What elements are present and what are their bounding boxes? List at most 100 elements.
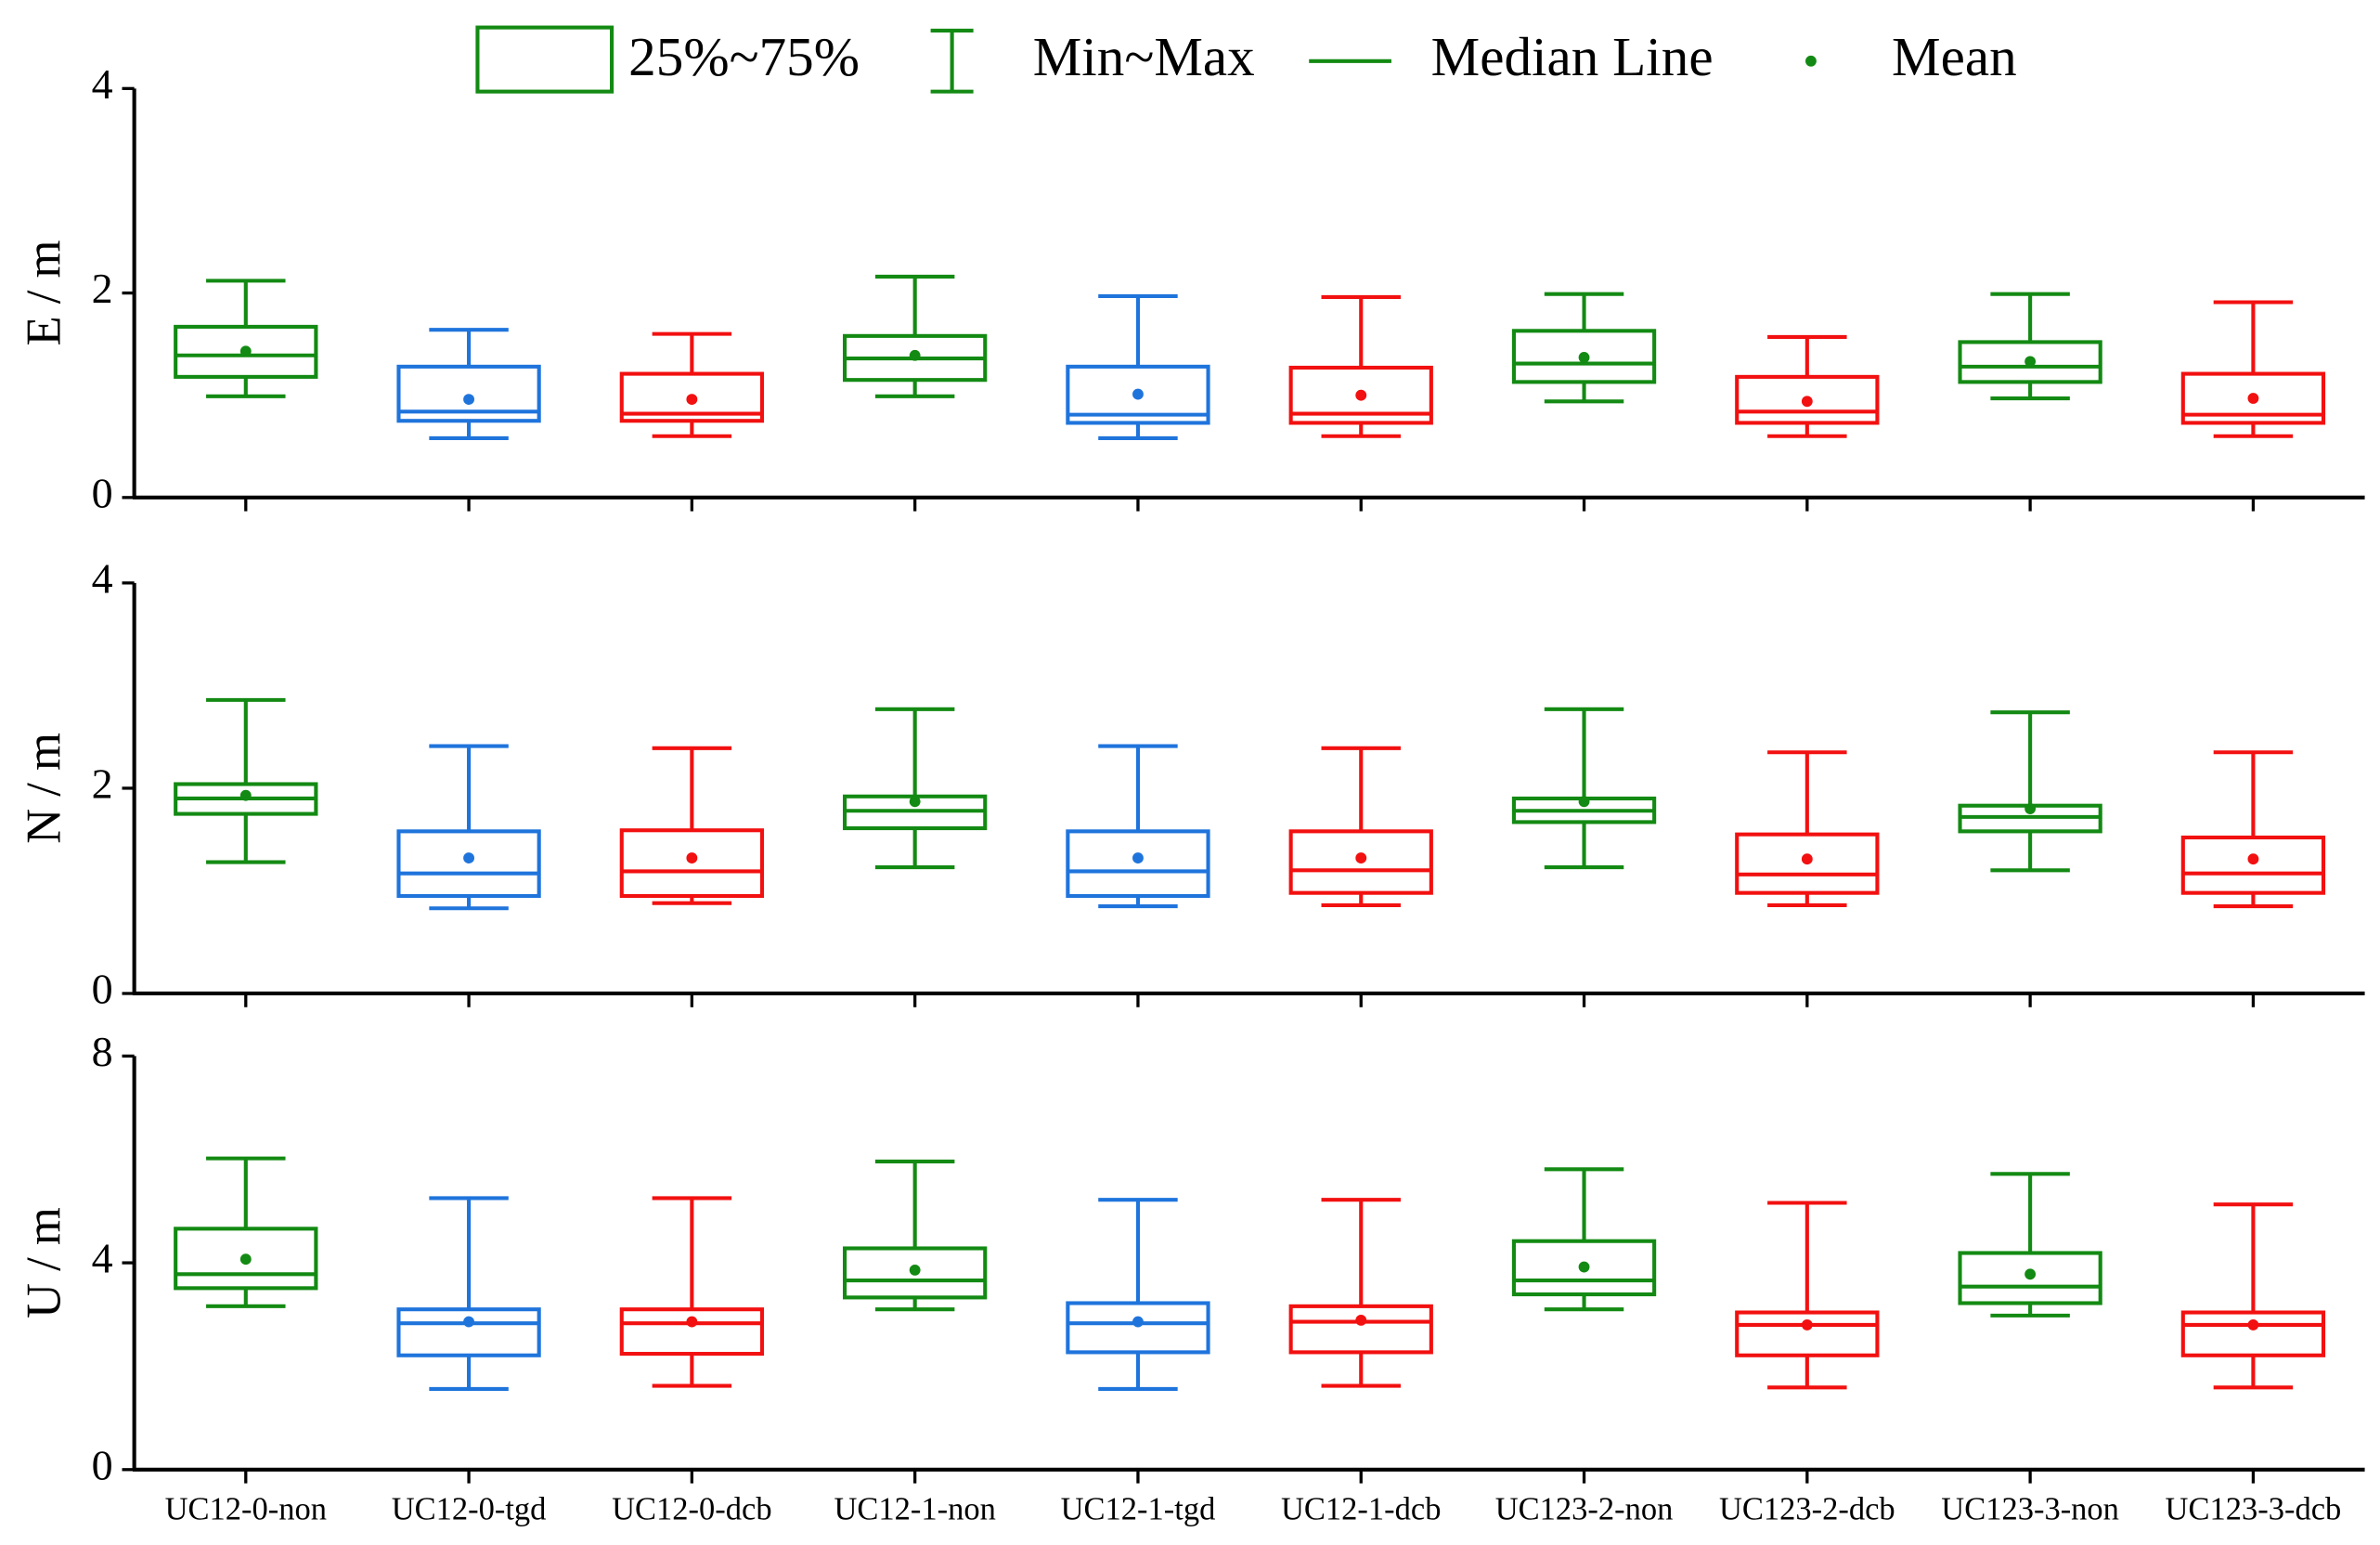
- y-axis-label: E / m: [18, 240, 71, 346]
- box-group: [174, 279, 318, 512]
- box-group: [1066, 744, 1210, 1007]
- legend-label: Median Line: [1431, 26, 1714, 87]
- mean: [463, 852, 474, 864]
- legend-box-icon: [475, 25, 614, 94]
- y-tick-label: 2: [92, 760, 113, 807]
- box-group: [1511, 1167, 1657, 1484]
- x-tick-label: UC123-2-dcb: [1719, 1492, 1895, 1527]
- box: [2180, 1310, 2326, 1357]
- mean: [2247, 393, 2259, 404]
- mean: [239, 345, 252, 357]
- box-group: [2180, 750, 2326, 1007]
- box: [396, 1307, 541, 1357]
- y-tick-label: 4: [92, 1235, 113, 1282]
- mean: [909, 796, 921, 808]
- box-group: [174, 1156, 318, 1484]
- mean: [239, 789, 252, 801]
- y-tick-label: 4: [92, 60, 113, 108]
- mean: [1801, 1318, 1813, 1331]
- box-group: [1958, 710, 2102, 1007]
- x-tick-label: UC12-1-dcb: [1281, 1492, 1441, 1527]
- box-group: [1511, 292, 1657, 512]
- box-group: [1511, 707, 1657, 1007]
- mean: [1355, 389, 1367, 401]
- mean: [686, 1316, 698, 1328]
- y-tick-label: 4: [92, 554, 113, 602]
- box: [1066, 829, 1210, 899]
- mean: [1132, 1316, 1144, 1328]
- mean: [1578, 796, 1590, 808]
- mean: [1801, 853, 1813, 865]
- box-group: [1958, 292, 2102, 512]
- mean: [686, 394, 698, 406]
- x-tick-label: UC12-0-tgd: [392, 1492, 547, 1527]
- legend-label: Min~Max: [1033, 26, 1255, 87]
- legend-label: 25%~75%: [628, 26, 860, 87]
- box-group: [619, 746, 765, 1007]
- box-group: [396, 1196, 541, 1484]
- box-group: [1066, 293, 1210, 512]
- box: [1066, 1301, 1210, 1355]
- box: [396, 829, 541, 899]
- mean: [2024, 356, 2037, 368]
- box-group: [1288, 746, 1433, 1007]
- y-tick-label: 0: [92, 1441, 113, 1488]
- mean: [1355, 1314, 1367, 1326]
- y-tick-label: 0: [92, 469, 113, 516]
- box-group: [2180, 300, 2326, 512]
- box-group: [1735, 750, 1880, 1007]
- box-group: [1958, 1172, 2102, 1484]
- legend: [475, 25, 1817, 94]
- box-group: [1735, 1201, 1880, 1484]
- box: [1735, 1310, 1880, 1357]
- x-tick-label: UC12-0-non: [165, 1492, 327, 1527]
- mean: [1578, 352, 1590, 363]
- box-group: [1288, 1198, 1433, 1484]
- x-tick-label: UC12-1-non: [834, 1492, 995, 1527]
- mean: [1132, 388, 1144, 400]
- y-tick-label: 0: [92, 966, 113, 1013]
- x-tick-label: UC12-0-dcb: [612, 1492, 771, 1527]
- x-tick-label: UC123-3-non: [1941, 1492, 2119, 1527]
- mean: [2024, 803, 2037, 814]
- box-group: [619, 331, 765, 512]
- mean: [463, 394, 474, 406]
- mean: [2247, 853, 2259, 865]
- y-axis-label: U / m: [18, 1207, 71, 1318]
- x-tick-label: UC123-3-dcb: [2166, 1492, 2342, 1527]
- x-tick-label: UC12-1-tgd: [1061, 1492, 1216, 1527]
- mean: [1355, 852, 1367, 864]
- mean: [686, 852, 698, 864]
- mean: [1578, 1261, 1590, 1273]
- box-group: [2180, 1202, 2326, 1484]
- y-axis-label: N / m: [18, 733, 71, 844]
- box-group: [843, 1159, 988, 1484]
- box-group: [843, 707, 988, 1007]
- x-tick-label: UC123-2-non: [1495, 1492, 1674, 1527]
- y-tick-label: 8: [92, 1028, 113, 1075]
- box: [619, 1307, 765, 1357]
- box: [1288, 1304, 1433, 1355]
- box-group: [1288, 294, 1433, 512]
- box: [2180, 835, 2326, 895]
- box-group: [1735, 334, 1880, 512]
- mean: [2247, 1318, 2259, 1331]
- mean: [909, 1264, 921, 1276]
- legend-label: Mean: [1892, 26, 2017, 87]
- mean: [909, 349, 921, 361]
- legend-mean-icon: [1805, 55, 1817, 67]
- box-group: [174, 697, 318, 1007]
- box-group: [619, 1196, 765, 1484]
- box-group: [1066, 1198, 1210, 1484]
- mean: [463, 1316, 474, 1328]
- mean: [1132, 852, 1144, 864]
- box-group: [396, 328, 541, 512]
- mean: [239, 1253, 252, 1266]
- y-tick-label: 2: [92, 265, 113, 312]
- box-group: [396, 744, 541, 1007]
- box-group: [843, 274, 988, 512]
- mean: [1801, 396, 1813, 408]
- mean: [2024, 1268, 2037, 1280]
